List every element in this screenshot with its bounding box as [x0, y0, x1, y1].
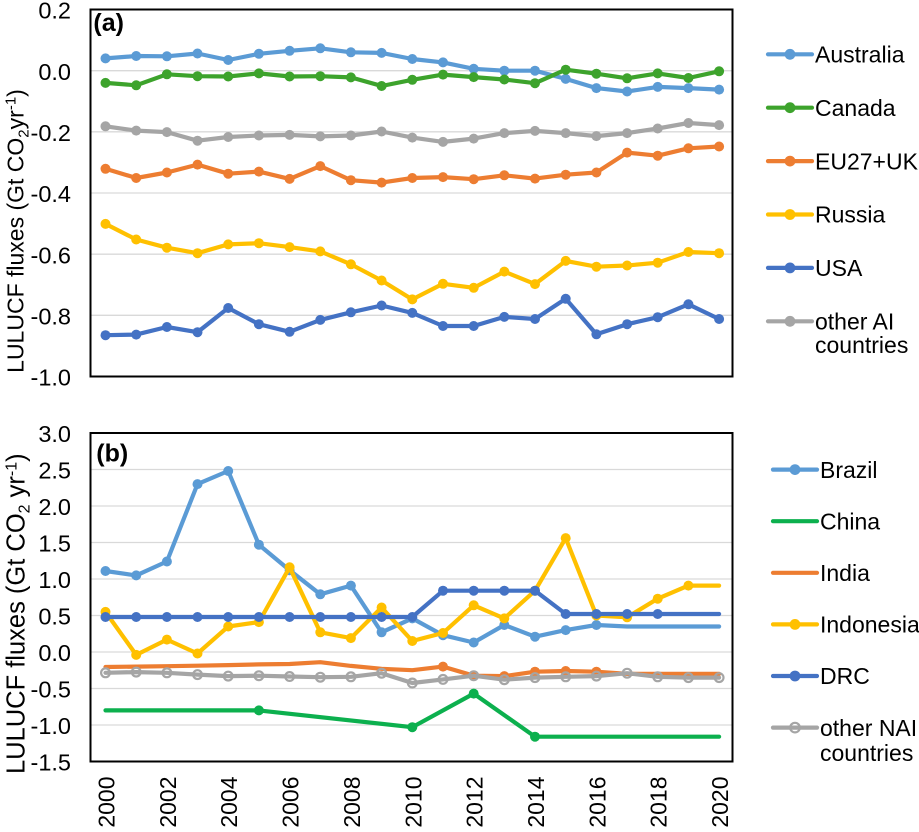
svg-text:2008: 2008 — [339, 777, 365, 828]
svg-text:LULUCF fluxes (Gt CO2 yr-1): LULUCF fluxes (Gt CO2 yr-1) — [3, 453, 34, 774]
svg-text:2006: 2006 — [278, 777, 304, 828]
svg-text:other NAI: other NAI — [820, 715, 917, 741]
svg-text:Canada: Canada — [815, 95, 896, 121]
svg-text:2012: 2012 — [462, 777, 488, 828]
svg-text:2018: 2018 — [646, 777, 672, 828]
svg-text:0.0: 0.0 — [38, 640, 71, 666]
svg-text:DRC: DRC — [820, 663, 870, 689]
svg-text:-0.4: -0.4 — [31, 181, 72, 207]
svg-text:(b): (b) — [96, 440, 128, 468]
svg-text:EU27+UK: EU27+UK — [815, 148, 919, 174]
svg-text:China: China — [820, 508, 880, 534]
svg-text:-1.0: -1.0 — [31, 713, 72, 739]
svg-text:2.5: 2.5 — [38, 458, 71, 484]
svg-text:2016: 2016 — [584, 777, 610, 828]
svg-text:-0.5: -0.5 — [31, 677, 72, 703]
svg-text:-0.6: -0.6 — [31, 242, 72, 268]
svg-text:3.0: 3.0 — [38, 421, 71, 447]
svg-text:2004: 2004 — [216, 776, 242, 827]
svg-text:0.2: 0.2 — [38, 0, 71, 24]
svg-text:other AI: other AI — [815, 309, 894, 335]
svg-text:Australia: Australia — [815, 42, 905, 68]
svg-text:2.0: 2.0 — [38, 494, 71, 520]
svg-text:2002: 2002 — [155, 777, 181, 828]
svg-text:-0.8: -0.8 — [31, 304, 72, 330]
svg-text:-1.0: -1.0 — [31, 365, 72, 391]
svg-text:1.5: 1.5 — [38, 531, 71, 557]
svg-text:2020: 2020 — [707, 777, 733, 828]
svg-text:(a): (a) — [93, 9, 124, 37]
svg-text:Indonesia: Indonesia — [820, 612, 919, 638]
svg-text:USA: USA — [815, 255, 863, 281]
svg-text:0.0: 0.0 — [38, 59, 71, 85]
svg-text:2010: 2010 — [400, 777, 426, 828]
svg-text:-1.5: -1.5 — [31, 750, 72, 776]
svg-text:Russia: Russia — [815, 202, 886, 228]
svg-text:India: India — [820, 560, 870, 586]
svg-text:countries: countries — [820, 740, 913, 766]
svg-text:2014: 2014 — [523, 776, 549, 827]
svg-text:1.0: 1.0 — [38, 567, 71, 593]
svg-text:0.5: 0.5 — [38, 604, 71, 630]
svg-text:2000: 2000 — [94, 777, 120, 828]
svg-text:countries: countries — [815, 332, 908, 358]
svg-text:Brazil: Brazil — [820, 457, 878, 483]
svg-text:-0.2: -0.2 — [31, 120, 72, 146]
